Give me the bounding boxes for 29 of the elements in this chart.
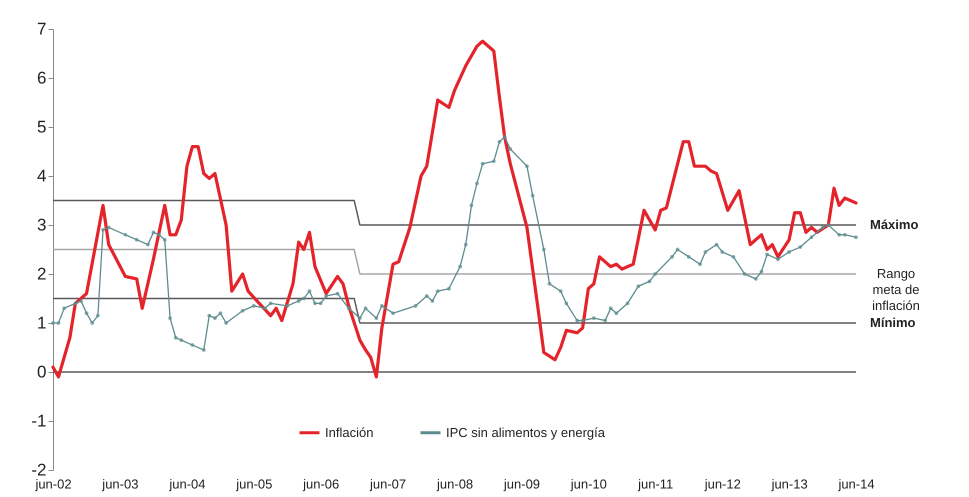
y-tick-label: 1 bbox=[37, 314, 46, 332]
x-tick-label: jun-07 bbox=[368, 476, 406, 492]
y-tick-label: 4 bbox=[37, 166, 46, 186]
annotation: Rango meta de inflación bbox=[872, 266, 920, 313]
legend-label: Inflación bbox=[325, 424, 374, 440]
annotation: Mínimo bbox=[870, 315, 916, 330]
x-tick-label: jun-03 bbox=[101, 476, 138, 492]
line-series bbox=[51, 40, 858, 378]
x-tick-label: jun-02 bbox=[34, 476, 72, 492]
x-tick-label: jun-14 bbox=[837, 476, 875, 492]
x-tick-label: jun-10 bbox=[570, 476, 607, 492]
y-tick-label: -2 bbox=[31, 460, 46, 480]
y-tick-label: 7 bbox=[37, 20, 46, 38]
y-tick-label: 0 bbox=[37, 362, 46, 382]
x-tick-label: jun-11 bbox=[637, 476, 674, 492]
x-tick-label: jun-13 bbox=[770, 476, 808, 492]
x-tick-label: jun-09 bbox=[502, 476, 540, 492]
x-tick-label: jun-12 bbox=[704, 476, 741, 492]
y-tick-label: 5 bbox=[37, 118, 46, 136]
x-tick-label: jun-06 bbox=[302, 476, 340, 492]
y-tick-label: 3 bbox=[37, 216, 46, 234]
y-tick-label: 2 bbox=[37, 264, 46, 284]
y-tick-label: 6 bbox=[37, 68, 46, 88]
y-tick-label: -1 bbox=[31, 412, 46, 430]
annotation: Máximo bbox=[870, 217, 918, 232]
x-tick-label: jun-05 bbox=[235, 476, 272, 492]
legend-label: IPC sin alimentos y energía bbox=[446, 424, 606, 440]
x-tick-label: jun-08 bbox=[436, 476, 474, 492]
x-tick-label: jun-04 bbox=[168, 476, 206, 492]
